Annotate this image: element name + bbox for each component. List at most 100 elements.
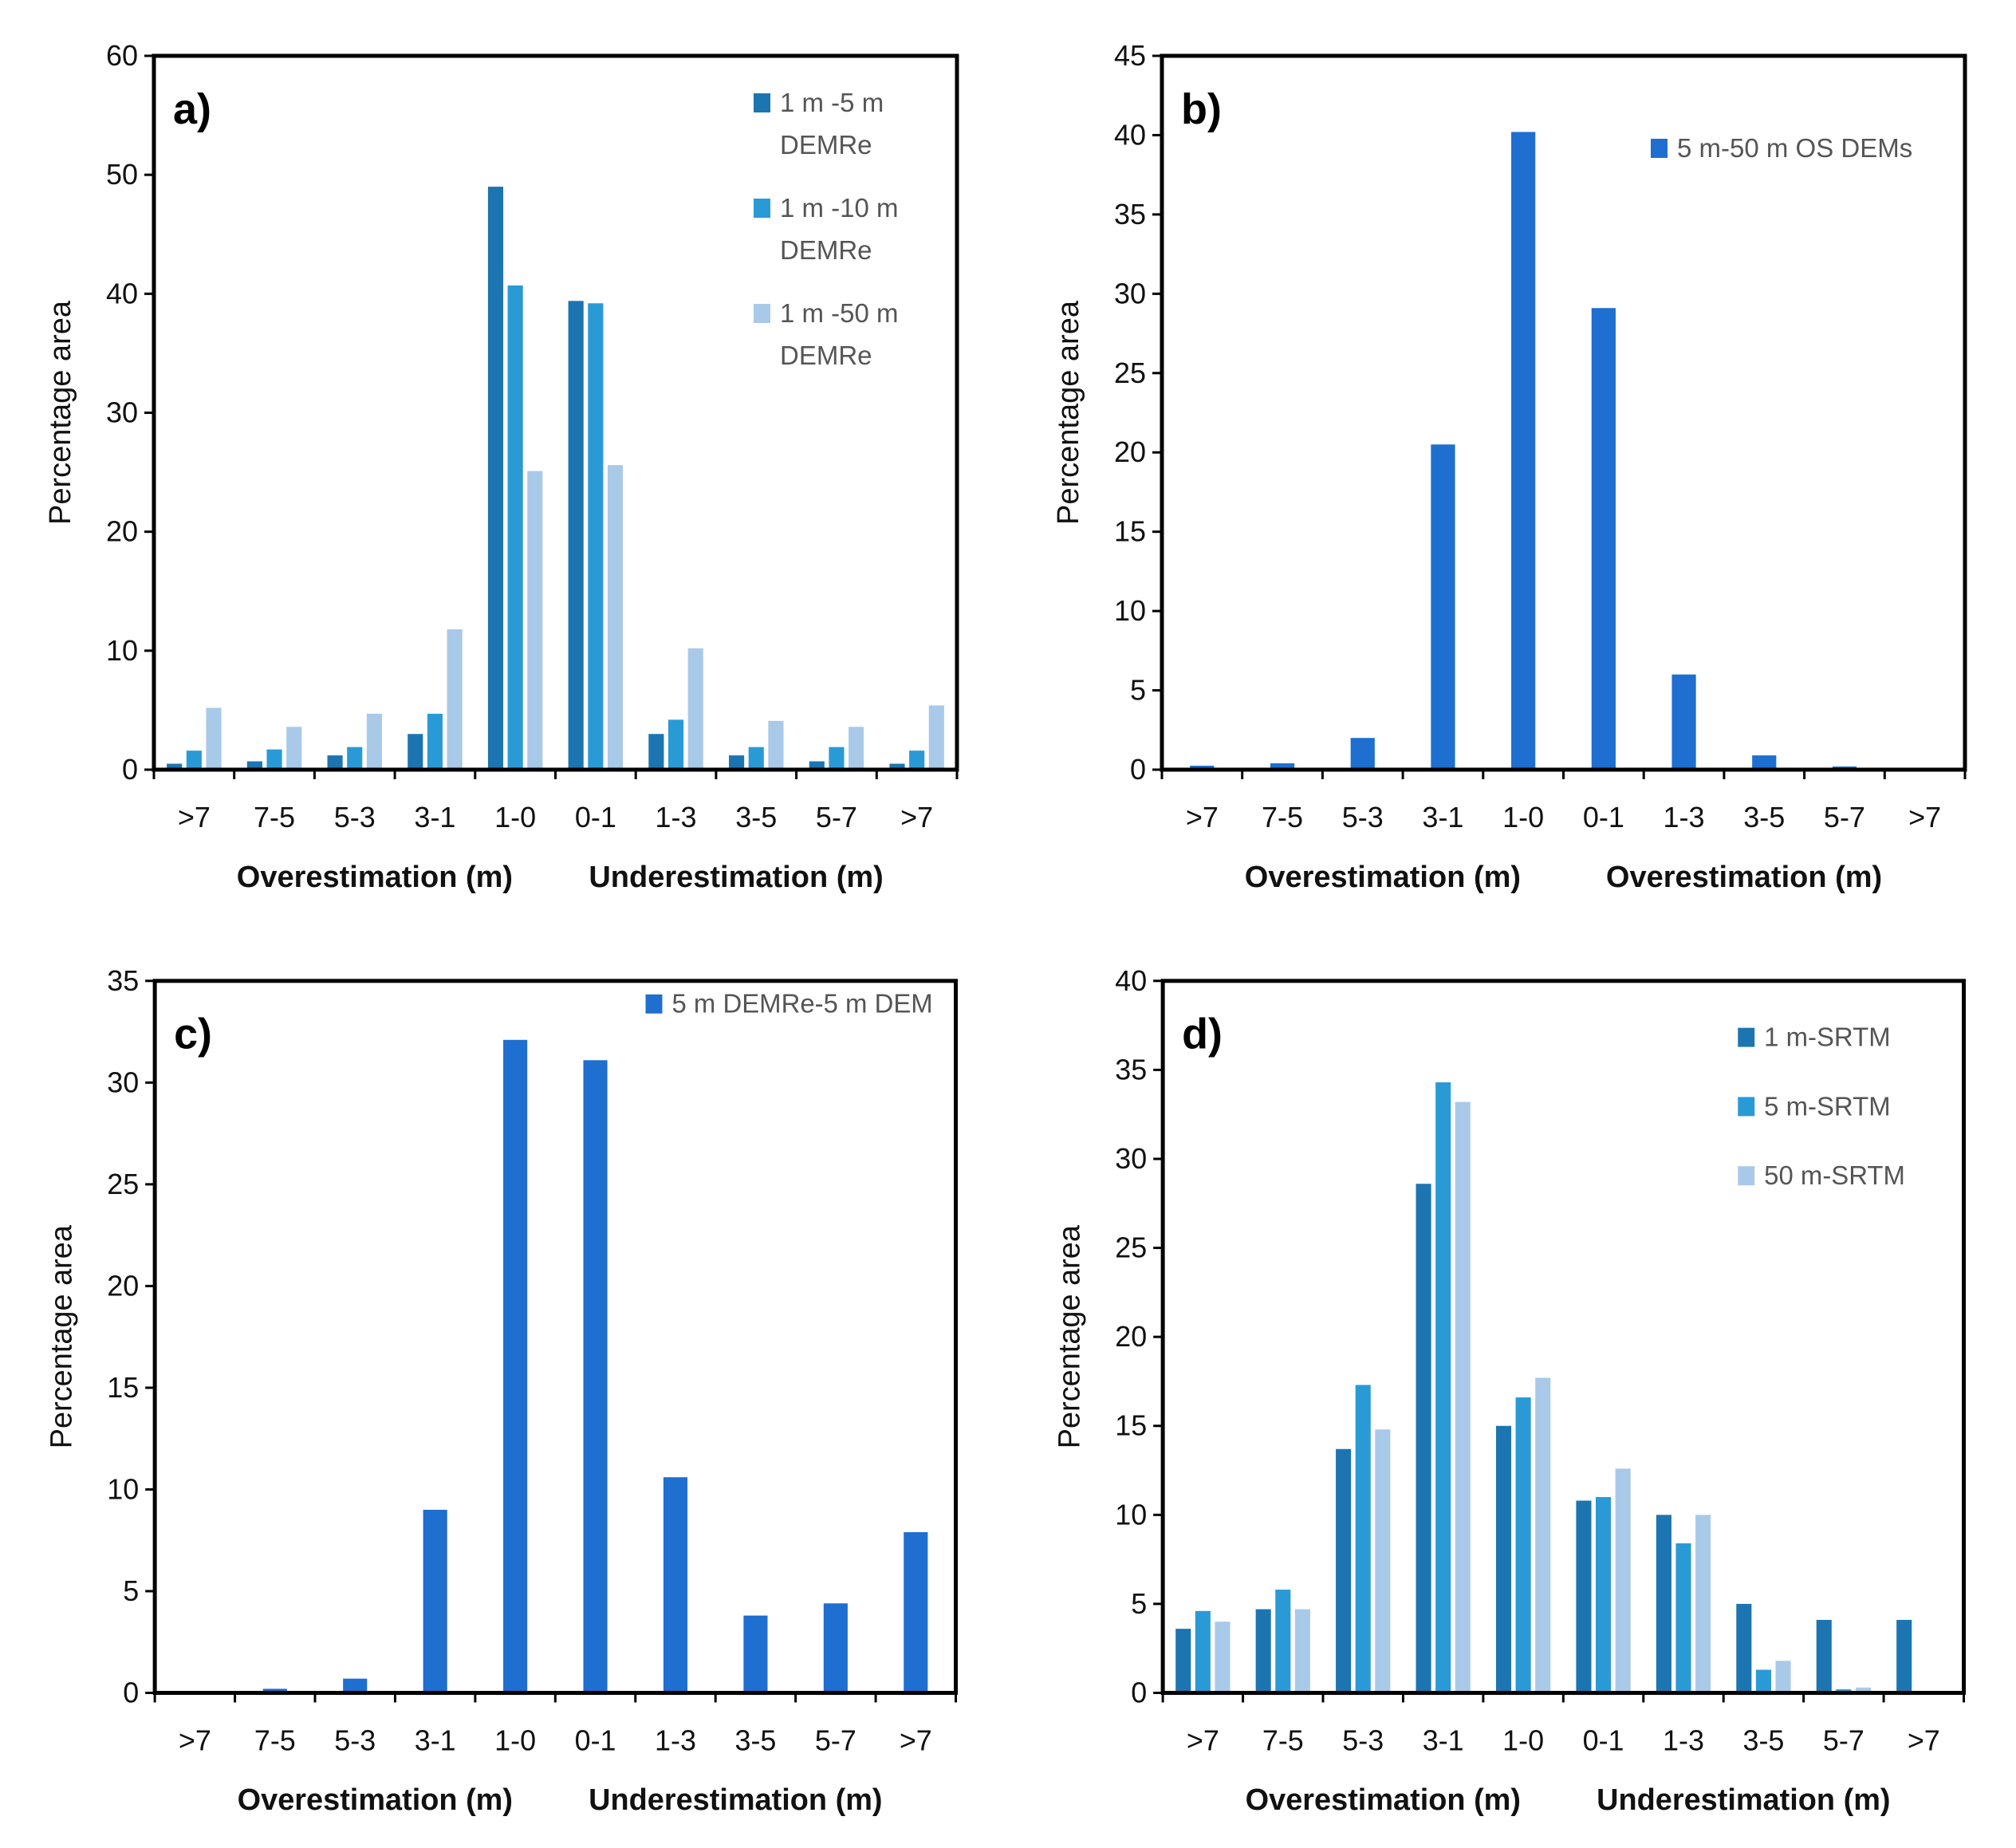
bar-d-s3-9 — [1855, 1687, 1872, 1693]
y-tick-label: 40 — [1114, 118, 1146, 151]
bar-d-s3-1 — [1215, 1621, 1230, 1693]
bar-a-s3-7 — [687, 648, 703, 770]
bar-d-s1-9 — [1816, 1620, 1832, 1693]
x-group-label: Underestimation (m) — [589, 861, 883, 894]
bar-c-s1-4 — [423, 1509, 447, 1693]
bar-d-s2-1 — [1195, 1610, 1211, 1693]
x-tick-label: 1-0 — [1502, 1724, 1544, 1756]
y-tick-label: 15 — [107, 1372, 139, 1404]
bar-a-s3-5 — [527, 471, 543, 770]
y-tick-label: 60 — [106, 39, 138, 72]
legend-swatch — [754, 93, 770, 112]
x-tick-label: 1-0 — [494, 1724, 536, 1756]
bar-d-s2-6 — [1596, 1497, 1612, 1693]
bar-b-s1-4 — [1431, 444, 1455, 770]
bar-a-s2-8 — [748, 747, 764, 770]
bar-d-s2-8 — [1755, 1669, 1771, 1693]
y-tick-label: 45 — [1114, 39, 1146, 72]
bar-a-s2-1 — [186, 751, 202, 770]
bar-d-s3-8 — [1775, 1661, 1791, 1693]
y-tick-label: 10 — [1114, 594, 1146, 627]
bar-d-s3-3 — [1375, 1429, 1391, 1693]
bar-d-s1-4 — [1416, 1184, 1431, 1693]
x-tick-label: 5-7 — [815, 1724, 856, 1756]
bar-a-s3-1 — [206, 707, 222, 770]
x-tick-label: 3-5 — [734, 1724, 776, 1756]
y-tick-label: 30 — [107, 1066, 139, 1098]
x-tick-label: >7 — [900, 1724, 932, 1756]
legend-swatch — [1738, 1027, 1755, 1047]
x-tick-label: 5-7 — [816, 801, 857, 833]
bar-d-s2-7 — [1675, 1543, 1691, 1693]
x-group-label: Overestimation (m) — [1606, 861, 1882, 894]
panel-label: c) — [174, 1011, 212, 1058]
x-tick-label: 7-5 — [1262, 1724, 1304, 1756]
bar-b-s1-3 — [1350, 738, 1375, 770]
x-tick-label: 3-1 — [1423, 1724, 1464, 1756]
bar-a-s2-6 — [588, 303, 604, 770]
x-tick-label: 0-1 — [1583, 801, 1624, 833]
y-tick-label: 40 — [106, 277, 138, 309]
y-tick-label: 20 — [106, 515, 138, 548]
chart-panel-b: 0 5 10 15 20 25 30 35 40 45 >7 7-5 5-3 3-1 1-0 0-1 1-3 3-… — [1008, 0, 2016, 925]
plot-area — [152, 53, 959, 772]
y-axis-label: Percentage area — [45, 1224, 78, 1448]
bar-a-s1-4 — [408, 734, 423, 770]
y-tick-label: 5 — [1130, 674, 1146, 707]
legend-swatch — [645, 994, 663, 1014]
bar-a-s1-3 — [327, 755, 343, 770]
legend-label: DEMRe — [780, 130, 872, 160]
y-tick-label: 0 — [123, 1677, 139, 1708]
x-tick-label: >7 — [1908, 1724, 1940, 1756]
x-tick-label: 5-3 — [334, 801, 376, 833]
bar-a-s1-8 — [729, 755, 745, 770]
legend-label: 1 m -5 m — [780, 88, 884, 117]
panel-label: b) — [1181, 85, 1222, 133]
x-tick-label: 7-5 — [1262, 801, 1303, 833]
y-axis-label: Percentage area — [44, 300, 77, 525]
bar-c-s1-7 — [663, 1477, 688, 1693]
chart-panel-c: 0 5 10 15 20 25 30 35 >7 7-5 5-3 3-1 1-0 0-1 1-3 3-5 5-7… — [0, 925, 1008, 1848]
legend-label: 5 m DEMRe-5 m DEM — [671, 989, 932, 1019]
y-tick-label: 15 — [1115, 1410, 1147, 1442]
x-tick-label: 3-1 — [415, 1724, 456, 1756]
legend-label: 1 m-SRTM — [1764, 1023, 1890, 1052]
bar-a-s1-5 — [487, 187, 504, 770]
y-tick-label: 25 — [107, 1168, 139, 1200]
bar-a-s2-10 — [909, 751, 925, 770]
x-group-label: Underestimation (m) — [1597, 1783, 1890, 1817]
bar-a-s3-9 — [849, 727, 864, 770]
x-tick-label: 0-1 — [575, 801, 616, 833]
x-tick-label: >7 — [900, 801, 933, 833]
bar-a-s3-4 — [447, 628, 463, 770]
bar-d-s1-7 — [1656, 1515, 1671, 1693]
y-tick-label: 10 — [106, 634, 138, 667]
bar-b-s1-8 — [1752, 755, 1777, 770]
y-tick-label: 20 — [1115, 1321, 1147, 1353]
x-tick-label: 5-7 — [1824, 801, 1865, 833]
plot-area — [1160, 53, 1967, 772]
x-tick-label: 3-1 — [414, 801, 455, 833]
bar-d-s1-3 — [1336, 1448, 1352, 1693]
chart-panel-a: 0 10 20 30 40 50 60 >7 7-5 5-3 3-1 1-0 0-1 1-3 3-5 5-7 >… — [0, 0, 1008, 925]
y-axis-label: Percentage area — [1053, 1224, 1086, 1448]
x-group-label: Overestimation (m) — [1245, 861, 1521, 894]
plot-area — [1160, 979, 1967, 1695]
y-tick-label: 30 — [106, 396, 138, 429]
x-tick-label: >7 — [1908, 801, 1941, 833]
x-tick-label: 5-3 — [334, 1724, 376, 1756]
x-tick-label: 0-1 — [1583, 1724, 1624, 1756]
legend-label: DEMRe — [780, 235, 872, 265]
legend-label: 50 m-SRTM — [1764, 1160, 1905, 1190]
y-tick-label: 25 — [1114, 357, 1146, 389]
legend-label: 1 m -10 m — [780, 193, 899, 223]
bar-a-s1-7 — [648, 734, 664, 770]
x-tick-label: 3-1 — [1422, 801, 1463, 833]
x-tick-label: 7-5 — [254, 801, 295, 833]
y-tick-label: 40 — [1115, 965, 1147, 997]
x-tick-label: 3-5 — [1743, 801, 1785, 833]
bar-a-s3-6 — [607, 465, 624, 770]
y-tick-label: 10 — [1115, 1499, 1147, 1531]
bar-d-s3-7 — [1695, 1515, 1711, 1693]
